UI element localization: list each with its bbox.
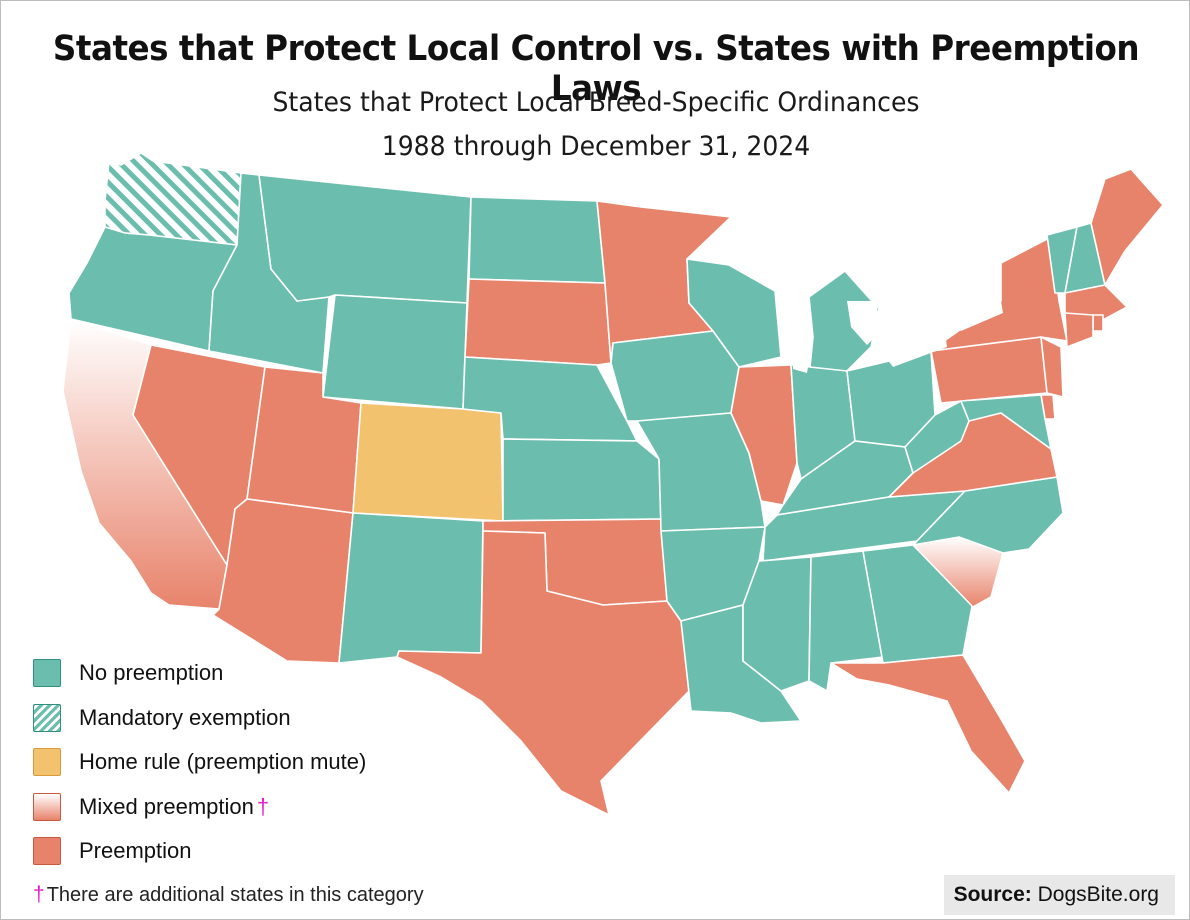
- legend-item-mandatory-exemption: Mandatory exemption: [33, 696, 366, 741]
- dagger-mark: †: [33, 883, 45, 906]
- footnote: † There are additional states in this cat…: [33, 883, 424, 907]
- state-me: [1090, 168, 1164, 286]
- state-nj: [1040, 336, 1064, 398]
- great-lake-2: [791, 287, 813, 373]
- legend-swatch-mandatory-exemption: [33, 703, 61, 732]
- legend-item-no-preemption: No preemption: [33, 651, 366, 696]
- state-nm: [338, 512, 484, 664]
- dagger-mark: †: [256, 793, 270, 819]
- state-wi: [686, 258, 782, 368]
- footnote-text: There are additional states in this cate…: [46, 884, 424, 906]
- state-md: [960, 394, 1052, 450]
- great-lake-5: [953, 301, 1003, 331]
- page-title: States that Protect Local Control vs. St…: [52, 29, 1140, 109]
- legend-item-home-rule: Home rule (preemption mute): [33, 740, 366, 785]
- great-lake-1: [731, 247, 813, 269]
- legend-swatch-home-rule: [33, 748, 61, 777]
- state-mi: [808, 270, 880, 378]
- legend-label: Preemption: [79, 838, 192, 864]
- legend-label: Mixed preemption: [79, 793, 254, 819]
- legend-swatch-no-preemption: [33, 659, 61, 688]
- legend-swatch-mixed-preemption: [33, 792, 61, 821]
- legend-label: Mandatory exemption: [79, 704, 291, 730]
- state-wy: [322, 294, 468, 410]
- legend-item-preemption: Preemption: [33, 829, 366, 874]
- legend-label: Home rule (preemption mute): [79, 749, 367, 775]
- great-lake-4: [881, 333, 947, 367]
- subtitle-line1: States that Protect Local Breed-Specific…: [272, 87, 920, 118]
- state-ri: [1092, 314, 1104, 332]
- state-nd: [468, 196, 606, 284]
- state-ne: [462, 356, 638, 442]
- state-wa: [104, 152, 242, 246]
- source-credit: Source: DogsBite.org: [943, 875, 1175, 915]
- legend-label: No preemption: [79, 660, 224, 686]
- state-az: [212, 498, 354, 664]
- state-fl: [830, 654, 1026, 794]
- source-value: DogsBite.org: [1037, 883, 1159, 906]
- state-ct: [1064, 312, 1094, 348]
- great-lake-3: [847, 301, 883, 345]
- state-ny: [930, 236, 1068, 352]
- state-ia: [610, 330, 740, 422]
- state-mt: [258, 174, 472, 304]
- state-co: [352, 402, 504, 522]
- legend-swatch-preemption: [33, 837, 61, 866]
- state-ma: [1064, 284, 1128, 322]
- state-sd: [464, 278, 612, 366]
- state-ga: [862, 544, 974, 664]
- legend-item-mixed-preemption: Mixed preemption †: [33, 785, 366, 830]
- state-ks: [502, 438, 662, 522]
- state-tx: [396, 530, 692, 816]
- map-legend: No preemption Mandatory exemption Home r…: [33, 651, 366, 874]
- source-label: Source:: [953, 883, 1032, 906]
- subtitle-line2: 1988 through December 31, 2024: [381, 131, 811, 162]
